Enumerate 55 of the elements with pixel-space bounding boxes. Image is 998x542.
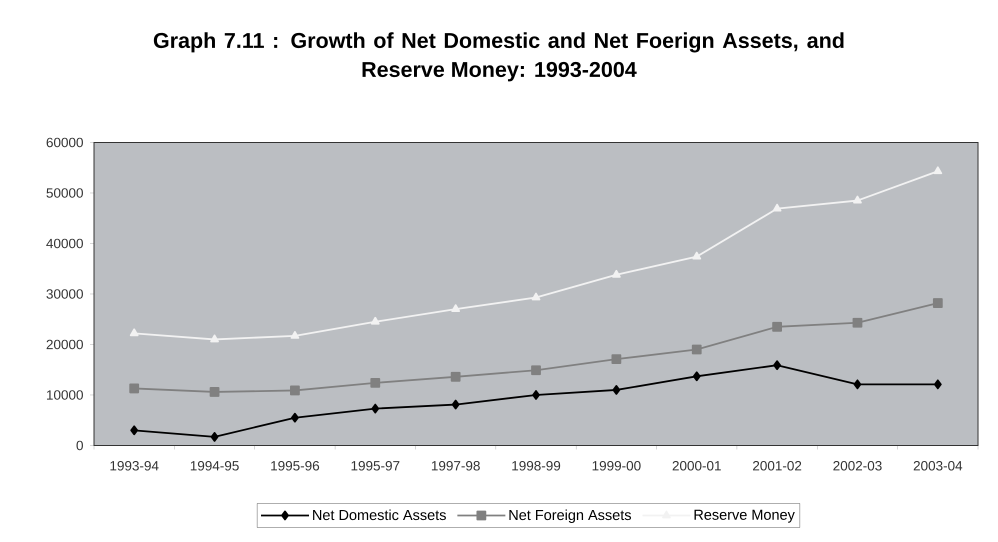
point — [612, 270, 621, 278]
x-tick-label: 2003-04 — [914, 461, 962, 471]
point — [370, 316, 380, 325]
point — [450, 372, 461, 382]
point — [532, 390, 540, 400]
point — [692, 344, 702, 354]
point — [452, 400, 460, 410]
x-tick-label: 1998-99 — [512, 461, 560, 471]
point — [934, 379, 942, 390]
point — [692, 371, 701, 382]
point — [772, 322, 782, 332]
point — [932, 298, 943, 308]
y-tick-label: 0 — [76, 440, 83, 450]
point — [772, 204, 782, 212]
point — [210, 432, 218, 442]
point — [290, 331, 300, 339]
point — [854, 379, 862, 390]
legend-label: Net Foreign Assets — [509, 509, 631, 523]
x-tick-label: 1993-94 — [110, 461, 159, 471]
x-tick-label: 2000-01 — [672, 461, 721, 471]
x-tick-label: 1997-98 — [432, 461, 480, 471]
y-tick-label: 20000 — [46, 340, 83, 350]
point — [371, 404, 380, 414]
y-tick-label: 30000 — [46, 289, 83, 299]
point — [933, 166, 942, 174]
point — [853, 196, 862, 204]
y-tick-label: 40000 — [46, 238, 83, 248]
point — [210, 387, 220, 397]
point — [370, 378, 380, 388]
y-tick-label: 10000 — [46, 390, 83, 400]
point — [451, 304, 460, 312]
point — [692, 252, 702, 260]
x-tick-label: 1999-00 — [592, 461, 641, 471]
chart-title: Graph 7.11 : Growth of Net Domestic and Net Foerign Assets, and Reserve Money: 1993-2004 — [154, 32, 844, 82]
point — [130, 328, 139, 336]
x-tick-label: 1995-96 — [271, 461, 320, 471]
legend-label: Net Domestic Assets — [313, 509, 446, 520]
point — [210, 334, 219, 342]
x-tick-label: 1995-97 — [352, 461, 400, 471]
legend-label: Reserve Money — [694, 510, 795, 523]
point — [532, 292, 540, 300]
point — [130, 425, 138, 436]
point — [290, 386, 300, 396]
y-tick-label: 60000 — [46, 138, 83, 148]
point — [291, 412, 299, 423]
point — [852, 318, 862, 328]
point — [129, 384, 140, 394]
point — [612, 385, 620, 395]
point — [611, 354, 622, 364]
x-tick-label: 1994-95 — [190, 461, 239, 471]
point — [531, 365, 541, 376]
point — [773, 360, 782, 370]
x-tick-label: 2001-02 — [753, 461, 802, 471]
y-tick-label: 50000 — [46, 188, 83, 198]
x-tick-label: 2002-03 — [833, 461, 882, 471]
